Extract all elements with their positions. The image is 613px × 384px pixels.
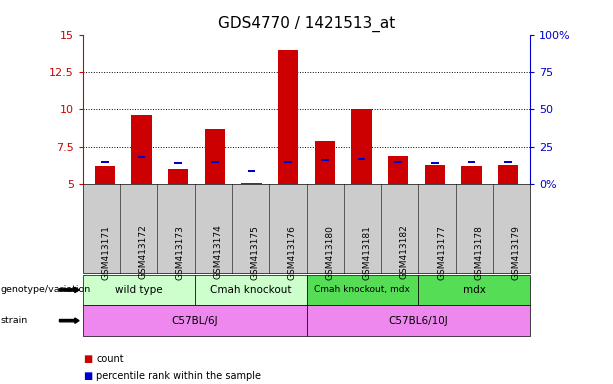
- Bar: [468, 161, 476, 163]
- Bar: [168, 169, 188, 184]
- Bar: [205, 129, 225, 184]
- Bar: [211, 161, 219, 163]
- Bar: [462, 166, 482, 184]
- Text: count: count: [96, 354, 124, 364]
- Bar: [131, 116, 151, 184]
- Text: GSM413178: GSM413178: [474, 225, 483, 280]
- Text: GSM413177: GSM413177: [437, 225, 446, 280]
- Text: GSM413181: GSM413181: [362, 225, 371, 280]
- Text: C57BL6/10J: C57BL6/10J: [389, 316, 448, 326]
- Text: GSM413175: GSM413175: [251, 225, 259, 280]
- Text: GSM413173: GSM413173: [176, 225, 185, 280]
- Text: wild type: wild type: [115, 285, 162, 295]
- Text: GSM413174: GSM413174: [213, 225, 223, 280]
- Bar: [242, 183, 262, 184]
- Bar: [388, 156, 408, 184]
- Text: strain: strain: [1, 316, 28, 325]
- Bar: [248, 170, 255, 172]
- Bar: [425, 165, 445, 184]
- Text: mdx: mdx: [463, 285, 485, 295]
- Bar: [504, 161, 512, 163]
- Bar: [394, 161, 402, 163]
- Bar: [174, 162, 182, 164]
- Bar: [431, 162, 439, 164]
- Bar: [137, 156, 145, 159]
- Text: C57BL/6J: C57BL/6J: [171, 316, 218, 326]
- Bar: [278, 50, 299, 184]
- Bar: [498, 165, 519, 184]
- Text: GSM413182: GSM413182: [400, 225, 409, 280]
- Bar: [314, 141, 335, 184]
- Title: GDS4770 / 1421513_at: GDS4770 / 1421513_at: [218, 16, 395, 32]
- Bar: [94, 166, 115, 184]
- Text: ■: ■: [83, 354, 92, 364]
- Text: GSM413179: GSM413179: [512, 225, 520, 280]
- Bar: [101, 161, 109, 163]
- Text: percentile rank within the sample: percentile rank within the sample: [96, 371, 261, 381]
- Bar: [358, 158, 365, 160]
- Text: GSM413176: GSM413176: [288, 225, 297, 280]
- Bar: [321, 159, 329, 162]
- Text: ■: ■: [83, 371, 92, 381]
- Text: Cmah knockout: Cmah knockout: [210, 285, 291, 295]
- Bar: [284, 161, 292, 163]
- Text: genotype/variation: genotype/variation: [1, 285, 91, 295]
- Text: GSM413171: GSM413171: [101, 225, 110, 280]
- Text: GSM413172: GSM413172: [139, 225, 148, 280]
- Text: GSM413180: GSM413180: [325, 225, 334, 280]
- Bar: [351, 109, 371, 184]
- Text: Cmah knockout, mdx: Cmah knockout, mdx: [314, 285, 410, 295]
